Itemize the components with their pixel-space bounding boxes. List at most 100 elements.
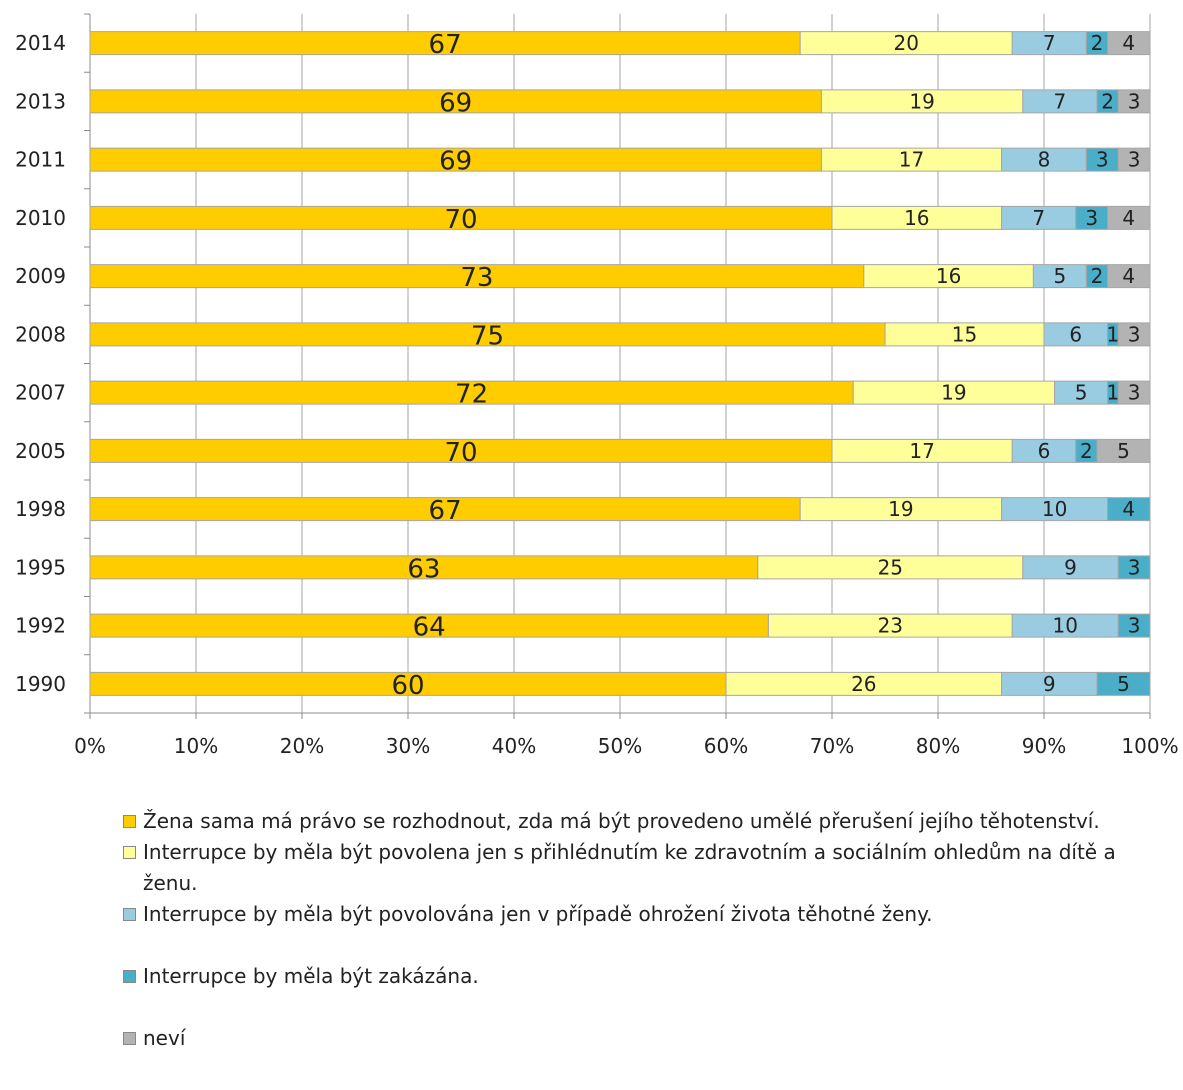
category-label: 2007 bbox=[15, 381, 66, 405]
bar-segment bbox=[1107, 497, 1151, 522]
category-label: 2008 bbox=[15, 322, 66, 346]
data-label: 25 bbox=[878, 555, 903, 579]
data-label: 20 bbox=[893, 31, 918, 55]
category-label: 2005 bbox=[15, 439, 66, 463]
category-label: 1995 bbox=[15, 555, 66, 579]
data-label: 15 bbox=[952, 322, 977, 346]
data-label: 4 bbox=[1122, 264, 1135, 288]
data-label: 2 bbox=[1091, 31, 1104, 55]
bar-segment bbox=[1117, 322, 1151, 347]
bar-segment bbox=[1096, 438, 1151, 463]
data-label: 17 bbox=[909, 439, 934, 463]
bar-segment bbox=[1107, 31, 1151, 56]
data-label: 64 bbox=[413, 613, 446, 643]
x-tick-label: 40% bbox=[492, 734, 536, 758]
data-label: 63 bbox=[407, 554, 440, 584]
data-label: 16 bbox=[904, 206, 929, 230]
legend-swatch bbox=[123, 908, 136, 921]
bar-segment bbox=[1117, 89, 1151, 114]
data-label: 3 bbox=[1128, 322, 1141, 346]
bar-segment bbox=[1117, 147, 1151, 172]
x-tick-label: 20% bbox=[280, 734, 324, 758]
data-label: 5 bbox=[1054, 264, 1067, 288]
data-label: 26 bbox=[851, 672, 876, 696]
category-label: 1998 bbox=[15, 497, 66, 521]
data-label: 3 bbox=[1096, 148, 1109, 172]
bar-segment bbox=[1117, 555, 1151, 580]
stacked-bar-chart: 0% 10% 20% 30% 40% 50% 60% 70% 80% 90% 100% 2014 201… bbox=[15, 13, 1179, 758]
x-tick-label: 90% bbox=[1022, 734, 1066, 758]
category-label: 2014 bbox=[15, 31, 66, 55]
legend-item: Interrupce by měla být povolována jen v … bbox=[123, 899, 1143, 930]
data-label: 16 bbox=[936, 264, 961, 288]
data-label: 3 bbox=[1128, 555, 1141, 579]
data-label: 4 bbox=[1122, 31, 1135, 55]
data-label: 10 bbox=[1052, 614, 1077, 638]
data-label: 2 bbox=[1080, 439, 1093, 463]
bar-segment bbox=[1107, 264, 1151, 289]
data-label: 2 bbox=[1101, 89, 1114, 113]
data-label: 69 bbox=[439, 88, 472, 118]
bar-segment bbox=[1096, 671, 1151, 696]
legend-label: Interrupce by měla být zakázána. bbox=[143, 964, 479, 988]
legend-swatch bbox=[123, 815, 136, 828]
data-label: 7 bbox=[1054, 89, 1067, 113]
data-label: 3 bbox=[1128, 381, 1141, 405]
data-label: 6 bbox=[1069, 322, 1082, 346]
data-label: 4 bbox=[1122, 497, 1135, 521]
data-label: 8 bbox=[1038, 148, 1051, 172]
data-label: 10 bbox=[1042, 497, 1067, 521]
x-tick-label: 10% bbox=[174, 734, 218, 758]
data-label: 70 bbox=[444, 438, 477, 468]
bar-segment bbox=[1117, 380, 1151, 405]
data-label: 75 bbox=[471, 321, 504, 351]
data-label: 19 bbox=[909, 89, 934, 113]
category-label: 2013 bbox=[15, 89, 66, 113]
data-label: 2 bbox=[1091, 264, 1104, 288]
data-label: 1 bbox=[1107, 322, 1120, 346]
x-tick-label: 70% bbox=[810, 734, 854, 758]
data-label: 3 bbox=[1128, 614, 1141, 638]
data-label: 3 bbox=[1085, 206, 1098, 230]
x-tick-label: 60% bbox=[704, 734, 748, 758]
data-label: 23 bbox=[878, 614, 903, 638]
legend-item: neví bbox=[123, 1023, 1143, 1054]
category-label: 1992 bbox=[15, 614, 66, 638]
data-label: 70 bbox=[444, 205, 477, 235]
data-label: 5 bbox=[1075, 381, 1088, 405]
data-label: 69 bbox=[439, 147, 472, 177]
chart-legend: Žena sama má právo se rozhodnout, zda má… bbox=[123, 806, 1143, 1054]
legend-swatch bbox=[123, 970, 136, 983]
legend-item: Interrupce by měla být povolena jen s př… bbox=[123, 837, 1143, 899]
data-label: 4 bbox=[1122, 206, 1135, 230]
legend-swatch bbox=[123, 846, 136, 859]
category-label: 1990 bbox=[15, 672, 66, 696]
data-label: 3 bbox=[1128, 148, 1141, 172]
legend-label: Interrupce by měla být povolena jen s př… bbox=[143, 840, 1116, 895]
data-label: 9 bbox=[1064, 555, 1077, 579]
x-tick-label: 30% bbox=[386, 734, 430, 758]
data-label: 67 bbox=[429, 30, 462, 60]
bar-segment bbox=[1117, 613, 1151, 638]
x-tick-label: 80% bbox=[916, 734, 960, 758]
legend-label: neví bbox=[143, 1026, 186, 1050]
data-label: 3 bbox=[1128, 89, 1141, 113]
data-label: 73 bbox=[460, 263, 493, 293]
data-label: 5 bbox=[1117, 439, 1130, 463]
data-label: 17 bbox=[899, 148, 924, 172]
data-label: 7 bbox=[1043, 31, 1056, 55]
x-tick-label: 50% bbox=[598, 734, 642, 758]
category-label: 2010 bbox=[15, 206, 66, 230]
category-label: 2011 bbox=[15, 148, 66, 172]
legend-label: Interrupce by měla být povolována jen v … bbox=[143, 902, 933, 926]
x-tick-label: 0% bbox=[74, 734, 106, 758]
data-label: 1 bbox=[1107, 381, 1120, 405]
data-label: 9 bbox=[1043, 672, 1056, 696]
data-label: 6 bbox=[1038, 439, 1051, 463]
data-label: 19 bbox=[888, 497, 913, 521]
legend-item: Žena sama má právo se rozhodnout, zda má… bbox=[123, 806, 1143, 837]
data-label: 60 bbox=[391, 671, 424, 701]
bar-segment bbox=[1107, 205, 1151, 230]
data-label: 19 bbox=[941, 381, 966, 405]
legend-label: Žena sama má právo se rozhodnout, zda má… bbox=[143, 809, 1100, 833]
